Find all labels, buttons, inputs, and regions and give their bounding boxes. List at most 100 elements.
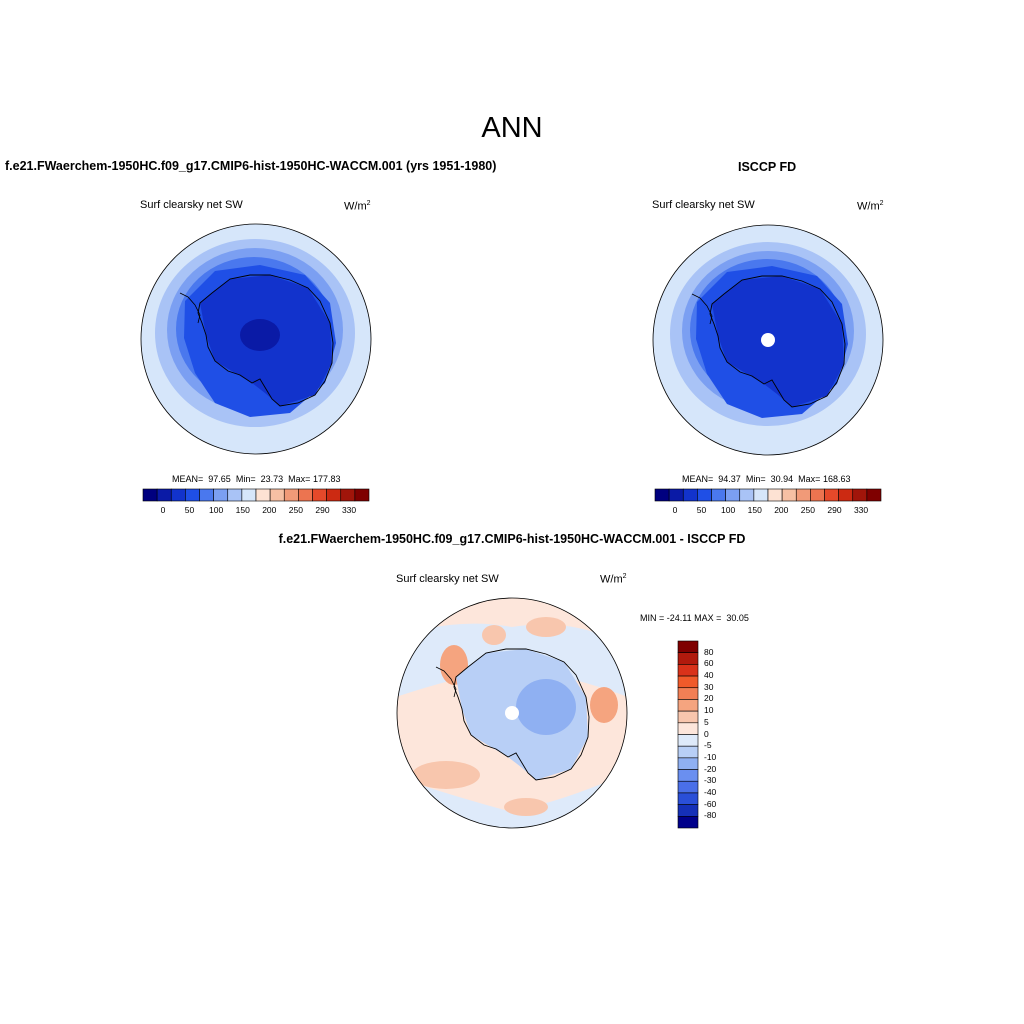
right-units-label: W/m2 bbox=[857, 200, 884, 213]
colorbar-tick-label: 0 bbox=[160, 505, 166, 515]
colorbar-swatch bbox=[677, 722, 699, 735]
colorbar-tick-label: 200 bbox=[262, 505, 277, 515]
colorbar-tick-label: 50 bbox=[184, 505, 195, 515]
red-anomaly bbox=[526, 617, 566, 637]
colorbar-tick-label: 60 bbox=[704, 658, 714, 669]
colorbar-swatch bbox=[677, 804, 699, 817]
colorbar-swatch bbox=[199, 488, 214, 502]
left-stats: MEAN= 97.65 Min= 23.73 Max= 177.83 bbox=[172, 474, 341, 484]
colorbar-tick-label: 80 bbox=[704, 646, 714, 657]
right-polar-map bbox=[652, 224, 884, 456]
colorbar-swatch bbox=[866, 488, 882, 502]
colorbar-swatch bbox=[677, 816, 699, 829]
colorbar-tick-label: 250 bbox=[288, 505, 303, 515]
right-colorbar bbox=[654, 488, 882, 502]
colorbar-tick-label: 330 bbox=[853, 505, 869, 515]
colorbar-swatch bbox=[677, 780, 699, 794]
colorbar-swatch bbox=[283, 488, 299, 502]
colorbar-swatch bbox=[838, 488, 854, 502]
colorbar-swatch bbox=[170, 488, 186, 502]
colorbar-tick-label: -40 bbox=[704, 786, 717, 797]
peninsula-coastline bbox=[435, 666, 457, 698]
colorbar-tick-label: -80 bbox=[704, 810, 717, 821]
diff-polar-map bbox=[396, 597, 628, 829]
colorbar-tick-label: 30 bbox=[704, 681, 714, 692]
colorbar-swatch bbox=[269, 488, 285, 502]
colorbar-tick-label: 290 bbox=[315, 505, 330, 515]
colorbar-swatch bbox=[255, 488, 271, 502]
colorbar-swatch bbox=[725, 488, 741, 502]
colorbar-tick-label: -10 bbox=[704, 751, 717, 762]
colorbar-tick-label: 40 bbox=[704, 670, 714, 681]
diff-panel-title: f.e21.FWaerchem-1950HC.f09_g17.CMIP6-his… bbox=[278, 532, 746, 546]
colorbar-tick-label: 50 bbox=[696, 505, 707, 515]
colorbar-swatch bbox=[677, 687, 699, 700]
colorbar-swatch bbox=[682, 488, 698, 502]
colorbar-swatch bbox=[312, 488, 327, 502]
right-colorbar-ticks: 0 50 100 150 200 250 290 330 bbox=[655, 505, 881, 517]
colorbar-tick-label: 10 bbox=[704, 705, 714, 716]
red-anomaly bbox=[482, 625, 506, 645]
left-colorbar bbox=[142, 488, 370, 502]
left-panel-title: f.e21.FWaerchem-1950HC.f09_g17.CMIP6-his… bbox=[5, 159, 497, 173]
colorbar-swatch bbox=[795, 488, 811, 502]
missing-data-pole bbox=[761, 333, 775, 347]
left-colorbar-ticks: 0 50 100 150 200 250 290 330 bbox=[143, 505, 369, 517]
colorbar-tick-label: 200 bbox=[774, 505, 789, 515]
map-border bbox=[396, 597, 628, 829]
left-polar-map bbox=[140, 223, 372, 455]
colorbar-swatch bbox=[677, 699, 699, 712]
diff-variable-label: Surf clearsky net SW bbox=[396, 573, 499, 585]
colorbar-swatch bbox=[677, 652, 699, 665]
colorbar-swatch bbox=[739, 488, 755, 502]
colorbar-swatch bbox=[824, 488, 839, 502]
figure-title: ANN bbox=[481, 112, 543, 144]
colorbar-swatch bbox=[753, 488, 769, 502]
colorbar-swatch bbox=[142, 488, 158, 502]
peninsula-coastline bbox=[691, 293, 713, 325]
colorbar-swatch bbox=[677, 769, 699, 782]
colorbar-tick-label: 150 bbox=[747, 505, 762, 515]
colorbar-swatch bbox=[677, 745, 699, 759]
peninsula-coastline bbox=[179, 292, 201, 324]
colorbar-tick-label: 290 bbox=[827, 505, 842, 515]
colorbar-tick-label: -20 bbox=[704, 763, 717, 774]
colorbar-tick-label: -60 bbox=[704, 798, 717, 809]
red-anomaly bbox=[504, 798, 548, 816]
map-border bbox=[140, 223, 372, 455]
colorbar-swatch bbox=[185, 488, 200, 502]
colorbar-tick-label: 20 bbox=[704, 693, 714, 704]
colorbar-swatch bbox=[677, 710, 699, 724]
colorbar-tick-label: 250 bbox=[800, 505, 815, 515]
left-variable-label: Surf clearsky net SW bbox=[140, 199, 243, 211]
left-units-label: W/m2 bbox=[344, 200, 371, 213]
colorbar-swatch bbox=[326, 488, 342, 502]
colorbar-swatch bbox=[677, 675, 699, 689]
colorbar-swatch bbox=[227, 488, 243, 502]
colorbar-swatch bbox=[677, 757, 699, 770]
colorbar-tick-label: 150 bbox=[235, 505, 250, 515]
colorbar-swatch bbox=[298, 488, 313, 502]
colorbar-swatch bbox=[852, 488, 868, 502]
colorbar-swatch bbox=[677, 792, 699, 805]
colorbar-tick-label: 330 bbox=[341, 505, 357, 515]
colorbar-swatch bbox=[156, 488, 172, 502]
colorbar-swatch bbox=[677, 640, 699, 653]
colorbar-tick-label: -30 bbox=[704, 775, 717, 786]
diff-colorbar bbox=[677, 640, 699, 829]
right-stats: MEAN= 94.37 Min= 30.94 Max= 168.63 bbox=[682, 474, 851, 484]
colorbar-tick-label: -5 bbox=[704, 740, 712, 751]
colorbar-swatch bbox=[677, 734, 699, 747]
missing-data-pole bbox=[505, 706, 519, 720]
antarctica-coastline bbox=[453, 648, 590, 781]
right-variable-label: Surf clearsky net SW bbox=[652, 199, 755, 211]
colorbar-swatch bbox=[810, 488, 825, 502]
colorbar-swatch bbox=[340, 488, 356, 502]
red-anomaly bbox=[412, 761, 480, 789]
colorbar-tick-label: 0 bbox=[704, 728, 709, 739]
colorbar-tick-label: 100 bbox=[209, 505, 224, 515]
colorbar-swatch bbox=[711, 488, 726, 502]
colorbar-tick-label: 0 bbox=[672, 505, 678, 515]
antarctica-coastline bbox=[197, 274, 334, 407]
colorbar-swatch bbox=[767, 488, 783, 502]
